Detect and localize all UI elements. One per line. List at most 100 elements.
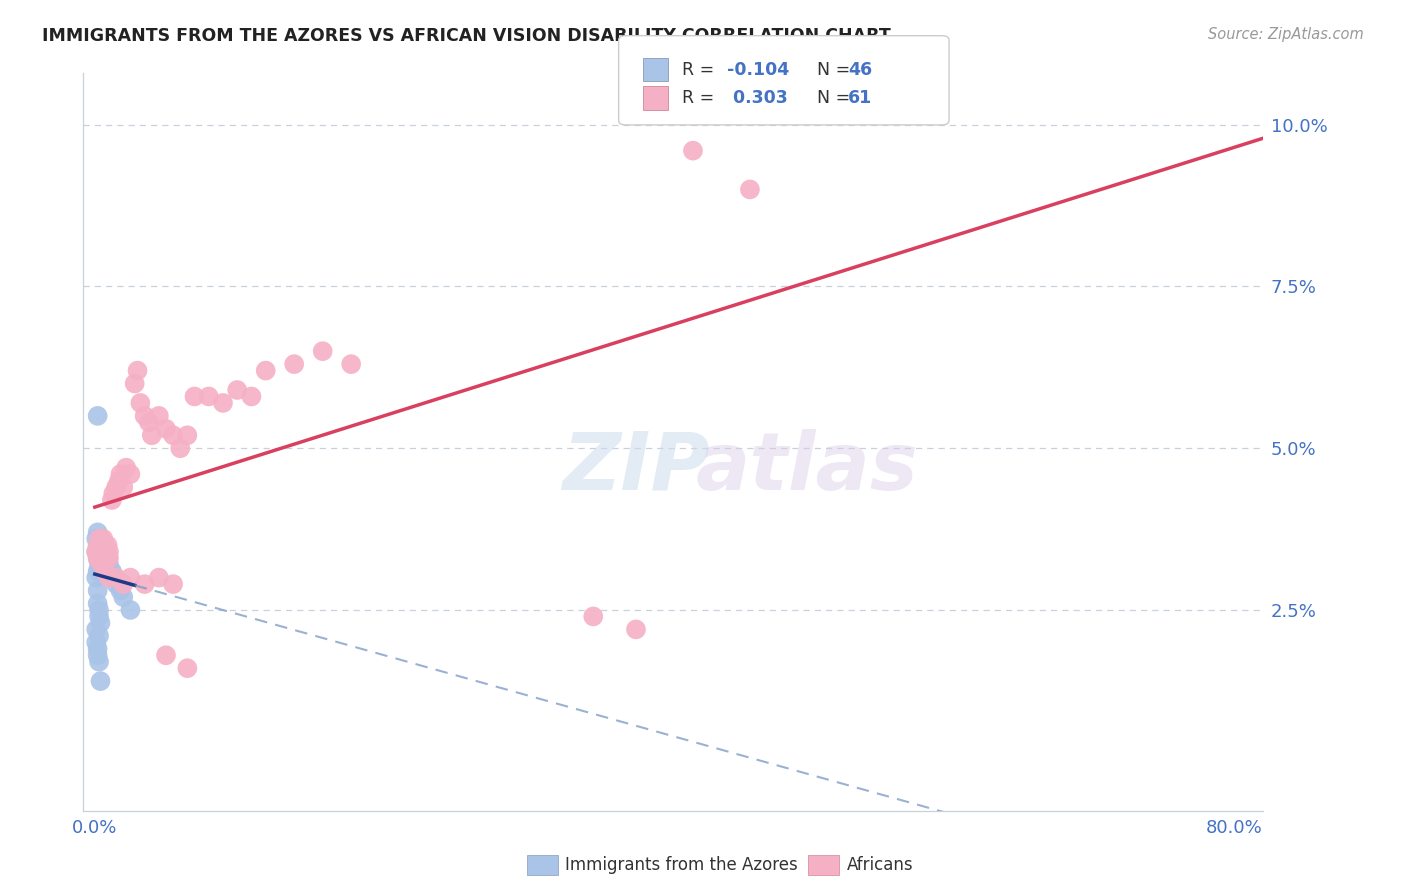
- Point: [682, 144, 704, 158]
- Point: [148, 409, 170, 423]
- Text: 61: 61: [848, 89, 872, 107]
- Point: [108, 474, 131, 488]
- Text: R =: R =: [682, 61, 720, 78]
- Point: [120, 467, 142, 482]
- Point: [134, 577, 156, 591]
- Point: [105, 577, 128, 591]
- Point: [254, 363, 277, 377]
- Point: [183, 389, 205, 403]
- Point: [115, 460, 138, 475]
- Point: [138, 415, 160, 429]
- Point: [86, 583, 108, 598]
- Point: [84, 532, 107, 546]
- Point: [94, 538, 117, 552]
- Point: [120, 571, 142, 585]
- Point: [162, 577, 184, 591]
- Point: [112, 577, 135, 591]
- Point: [97, 551, 120, 566]
- Text: 0.303: 0.303: [727, 89, 787, 107]
- Point: [155, 648, 177, 663]
- Point: [105, 480, 128, 494]
- Point: [86, 597, 108, 611]
- Point: [89, 551, 111, 566]
- Point: [89, 551, 111, 566]
- Point: [197, 389, 219, 403]
- Point: [91, 532, 114, 546]
- Point: [84, 623, 107, 637]
- Point: [120, 603, 142, 617]
- Point: [87, 551, 110, 566]
- Point: [87, 603, 110, 617]
- Point: [134, 409, 156, 423]
- Point: [112, 590, 135, 604]
- Point: [87, 545, 110, 559]
- Point: [84, 571, 107, 585]
- Point: [87, 532, 110, 546]
- Point: [148, 571, 170, 585]
- Point: [86, 648, 108, 663]
- Point: [176, 661, 198, 675]
- Point: [169, 441, 191, 455]
- Point: [91, 538, 114, 552]
- Point: [96, 551, 118, 566]
- Point: [283, 357, 305, 371]
- Point: [86, 525, 108, 540]
- Point: [86, 564, 108, 578]
- Point: [738, 182, 761, 196]
- Point: [87, 532, 110, 546]
- Point: [340, 357, 363, 371]
- Point: [94, 551, 117, 566]
- Point: [90, 558, 112, 572]
- Point: [101, 564, 124, 578]
- Point: [98, 545, 121, 559]
- Text: R =: R =: [682, 89, 720, 107]
- Point: [89, 545, 111, 559]
- Point: [98, 558, 121, 572]
- Point: [87, 538, 110, 552]
- Text: IMMIGRANTS FROM THE AZORES VS AFRICAN VISION DISABILITY CORRELATION CHART: IMMIGRANTS FROM THE AZORES VS AFRICAN VI…: [42, 27, 891, 45]
- Point: [94, 564, 117, 578]
- Point: [87, 609, 110, 624]
- Point: [110, 583, 132, 598]
- Point: [90, 538, 112, 552]
- Point: [86, 409, 108, 423]
- Point: [84, 545, 107, 559]
- Point: [94, 545, 117, 559]
- Point: [105, 571, 128, 585]
- Point: [129, 396, 152, 410]
- Point: [101, 493, 124, 508]
- Point: [90, 551, 112, 566]
- Point: [155, 422, 177, 436]
- Text: N =: N =: [806, 61, 855, 78]
- Point: [87, 629, 110, 643]
- Point: [89, 674, 111, 689]
- Point: [212, 396, 235, 410]
- Point: [96, 558, 118, 572]
- Text: ZIP: ZIP: [562, 429, 710, 507]
- Point: [582, 609, 605, 624]
- Point: [90, 558, 112, 572]
- Text: N =: N =: [806, 89, 855, 107]
- Point: [86, 551, 108, 566]
- Point: [103, 486, 125, 500]
- Point: [624, 623, 647, 637]
- Point: [89, 538, 111, 552]
- Point: [124, 376, 146, 391]
- Point: [97, 538, 120, 552]
- Point: [84, 545, 107, 559]
- Point: [141, 428, 163, 442]
- Point: [87, 558, 110, 572]
- Point: [91, 551, 114, 566]
- Text: -0.104: -0.104: [727, 61, 789, 78]
- Point: [89, 615, 111, 630]
- Point: [87, 655, 110, 669]
- Text: atlas: atlas: [696, 429, 918, 507]
- Text: Source: ZipAtlas.com: Source: ZipAtlas.com: [1208, 27, 1364, 42]
- Point: [240, 389, 263, 403]
- Point: [98, 571, 121, 585]
- Point: [90, 545, 112, 559]
- Point: [112, 480, 135, 494]
- Point: [89, 532, 111, 546]
- Point: [98, 551, 121, 566]
- Point: [86, 641, 108, 656]
